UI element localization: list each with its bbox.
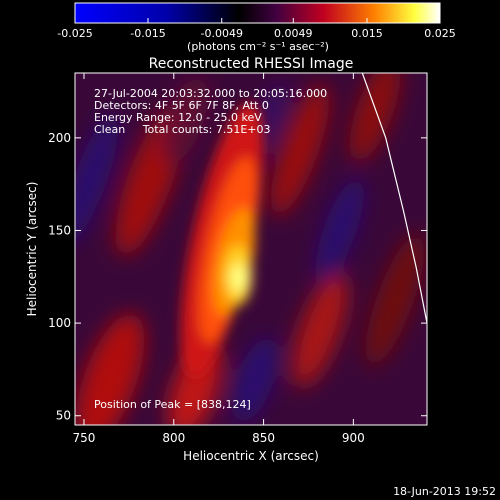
colorbar-tick-label: 0.025 — [424, 27, 456, 40]
y-axis-ticks: 50 100 150 200 — [48, 131, 427, 423]
footer-timestamp: 18-Jun-2013 19:52 — [393, 485, 496, 498]
plot-frame — [74, 72, 428, 426]
x-axis-label: Heliocentric X (arcsec) — [183, 449, 319, 463]
y-tick-label: 150 — [48, 223, 71, 237]
y-tick-label: 100 — [48, 316, 71, 330]
solar-limb — [361, 73, 427, 324]
peak-position-label: Position of Peak = [838,124] — [94, 398, 251, 411]
annotation-energy: Energy Range: 12.0 - 25.0 keV — [94, 111, 262, 124]
colorbar-tick-label: -0.0049 — [200, 27, 242, 40]
y-tick-label: 200 — [48, 131, 71, 145]
colorbar — [74, 2, 441, 24]
x-tick-label: 800 — [162, 431, 185, 445]
colorbar-label: (photons cm⁻² s⁻¹ asec⁻²) — [187, 40, 329, 53]
y-axis-label: Heliocentric Y (arcsec) — [25, 182, 39, 317]
annotation-time: 27-Jul-2004 20:03:32.000 to 20:05:16.000 — [94, 87, 327, 100]
chart-title: Reconstructed RHESSI Image — [149, 56, 354, 72]
colorbar-tick-label: 0.0049 — [274, 27, 313, 40]
colorbar-tick-label: -0.015 — [130, 27, 165, 40]
y-tick-label: 50 — [56, 409, 71, 423]
x-tick-label: 850 — [252, 431, 275, 445]
x-tick-label: 750 — [73, 431, 96, 445]
annotation-counts: Clean Total counts: 7.51E+03 — [94, 123, 271, 136]
colorbar-tick-label: -0.025 — [57, 27, 92, 40]
colorbar-tick-label: 0.015 — [351, 27, 383, 40]
heatmap-image — [75, 73, 427, 425]
colorbar-ticks: -0.025 -0.015 -0.0049 0.0049 0.015 0.025 — [57, 18, 456, 40]
x-axis-ticks: 750 800 850 900 — [73, 73, 365, 445]
annotation-detectors: Detectors: 4F 5F 6F 7F 8F, Att 0 — [94, 99, 269, 112]
x-tick-label: 900 — [342, 431, 365, 445]
